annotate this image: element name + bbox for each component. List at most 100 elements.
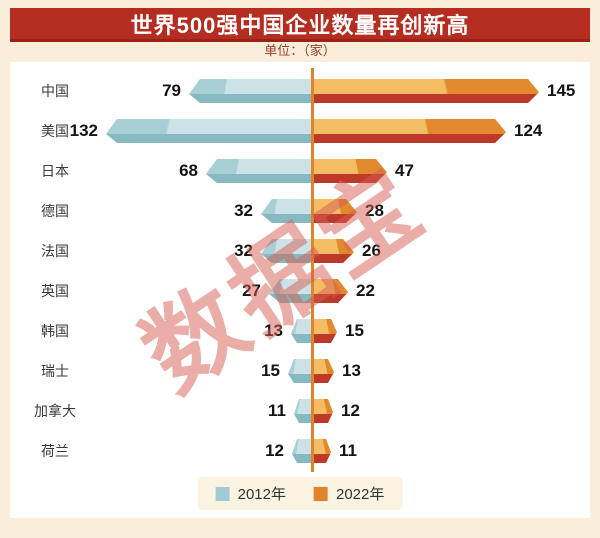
legend-label-2022: 2022年	[336, 486, 385, 503]
bar-bottom-face	[206, 173, 311, 183]
country-label: 日本	[41, 163, 69, 179]
bar-2022	[314, 439, 331, 463]
value-2022: 26	[362, 241, 381, 260]
bar-bottom-face	[294, 413, 311, 423]
bar-bottom-face	[261, 253, 311, 263]
bar-bottom-face	[314, 413, 333, 423]
bar-top-face	[314, 239, 354, 254]
country-label: 加拿大	[34, 403, 76, 419]
chart-row: 加拿大 11 12	[10, 391, 590, 431]
left-half-2012: 27	[10, 279, 311, 303]
country-label: 瑞士	[41, 363, 69, 379]
bar-top-face	[206, 159, 311, 174]
legend-swatch-2012-icon	[215, 486, 230, 501]
bar-top-face	[314, 399, 333, 414]
right-half-2022: 28	[314, 199, 590, 223]
bar-top-face	[314, 439, 331, 454]
bar-2012	[261, 199, 311, 223]
right-half-2022: 11	[314, 439, 590, 463]
chart-rows: 中国 79 145 美国 132 124 日本 68 47 德国 32 28 法国 32 26 英国 27 22 韩…	[10, 62, 590, 471]
right-half-2022: 13	[314, 359, 590, 383]
chart-row: 法国 32 26	[10, 231, 590, 271]
right-half-2022: 47	[314, 159, 590, 183]
value-2022: 124	[514, 121, 543, 140]
bar-2012	[189, 79, 311, 103]
left-half-2012: 11	[10, 399, 311, 423]
value-2022: 145	[547, 81, 576, 100]
bar-bottom-face	[314, 173, 387, 183]
left-half-2012: 68	[10, 159, 311, 183]
bar-top-face	[314, 319, 337, 334]
value-2022: 11	[339, 441, 357, 460]
bar-top-face	[269, 279, 311, 294]
bar-top-face	[314, 199, 357, 214]
value-2022: 28	[365, 201, 384, 220]
value-2012: 27	[242, 281, 261, 300]
value-2012: 68	[179, 161, 198, 180]
bar-2022	[314, 359, 334, 383]
value-2012: 79	[162, 81, 181, 100]
bar-bottom-face	[314, 93, 539, 103]
chart-row: 瑞士 15 13	[10, 351, 590, 391]
value-2022: 47	[395, 161, 414, 180]
country-label: 美国	[41, 123, 69, 139]
chart-row: 日本 68 47	[10, 151, 590, 191]
bar-top-face	[261, 199, 311, 214]
bar-top-face	[314, 359, 334, 374]
value-2012: 132	[69, 121, 98, 140]
value-2012: 12	[265, 441, 284, 460]
page-title: 世界500强中国企业数量再创新高	[130, 12, 470, 38]
chart-panel: 中国 79 145 美国 132 124 日本 68 47 德国 32 28 法国 32 26 英国 27 22 韩…	[10, 62, 590, 518]
bar-top-face	[106, 119, 311, 134]
country-label: 韩国	[41, 323, 69, 339]
country-label: 德国	[41, 203, 69, 219]
bar-bottom-face	[314, 373, 334, 383]
chart-row: 韩国 13 15	[10, 311, 590, 351]
bar-bottom-face	[269, 293, 311, 303]
bar-bottom-face	[314, 453, 331, 463]
left-half-2012: 32	[10, 199, 311, 223]
bar-2012	[294, 399, 311, 423]
right-half-2022: 12	[314, 399, 590, 423]
bar-bottom-face	[261, 213, 311, 223]
bar-2012	[288, 359, 311, 383]
bar-2022	[314, 199, 357, 223]
bar-top-face	[314, 119, 506, 134]
right-half-2022: 124	[314, 119, 590, 143]
bar-bottom-face	[106, 133, 311, 143]
value-2012: 15	[261, 361, 280, 380]
chart-row: 美国 132 124	[10, 111, 590, 151]
bar-2022	[314, 319, 337, 343]
country-label: 法国	[41, 243, 69, 259]
bar-2012	[291, 319, 311, 343]
bar-bottom-face	[288, 373, 311, 383]
bar-2022	[314, 239, 354, 263]
title-banner: 世界500强中国企业数量再创新高	[10, 8, 590, 42]
bar-2022	[314, 159, 387, 183]
bar-bottom-face	[292, 453, 311, 463]
country-label: 荷兰	[41, 443, 69, 459]
value-2012: 11	[268, 401, 286, 420]
country-label: 中国	[41, 83, 69, 99]
chart-row: 德国 32 28	[10, 191, 590, 231]
bar-2012	[269, 279, 311, 303]
bar-top-face	[314, 279, 348, 294]
bar-bottom-face	[314, 253, 354, 263]
legend: 2012年 2022年	[197, 477, 403, 510]
bar-top-face	[314, 159, 387, 174]
bar-2012	[292, 439, 311, 463]
value-2012: 13	[264, 321, 283, 340]
bar-bottom-face	[291, 333, 311, 343]
bar-bottom-face	[314, 133, 506, 143]
bar-top-face	[314, 79, 539, 94]
bar-2022	[314, 79, 539, 103]
bar-2012	[106, 119, 311, 143]
unit-label: 单位：（家）	[264, 43, 336, 58]
legend-label-2012: 2012年	[237, 486, 286, 503]
chart-row: 荷兰 12 11	[10, 431, 590, 471]
bar-top-face	[292, 439, 311, 454]
bar-top-face	[288, 359, 311, 374]
bar-top-face	[294, 399, 311, 414]
left-half-2012: 15	[10, 359, 311, 383]
chart-row: 英国 27 22	[10, 271, 590, 311]
